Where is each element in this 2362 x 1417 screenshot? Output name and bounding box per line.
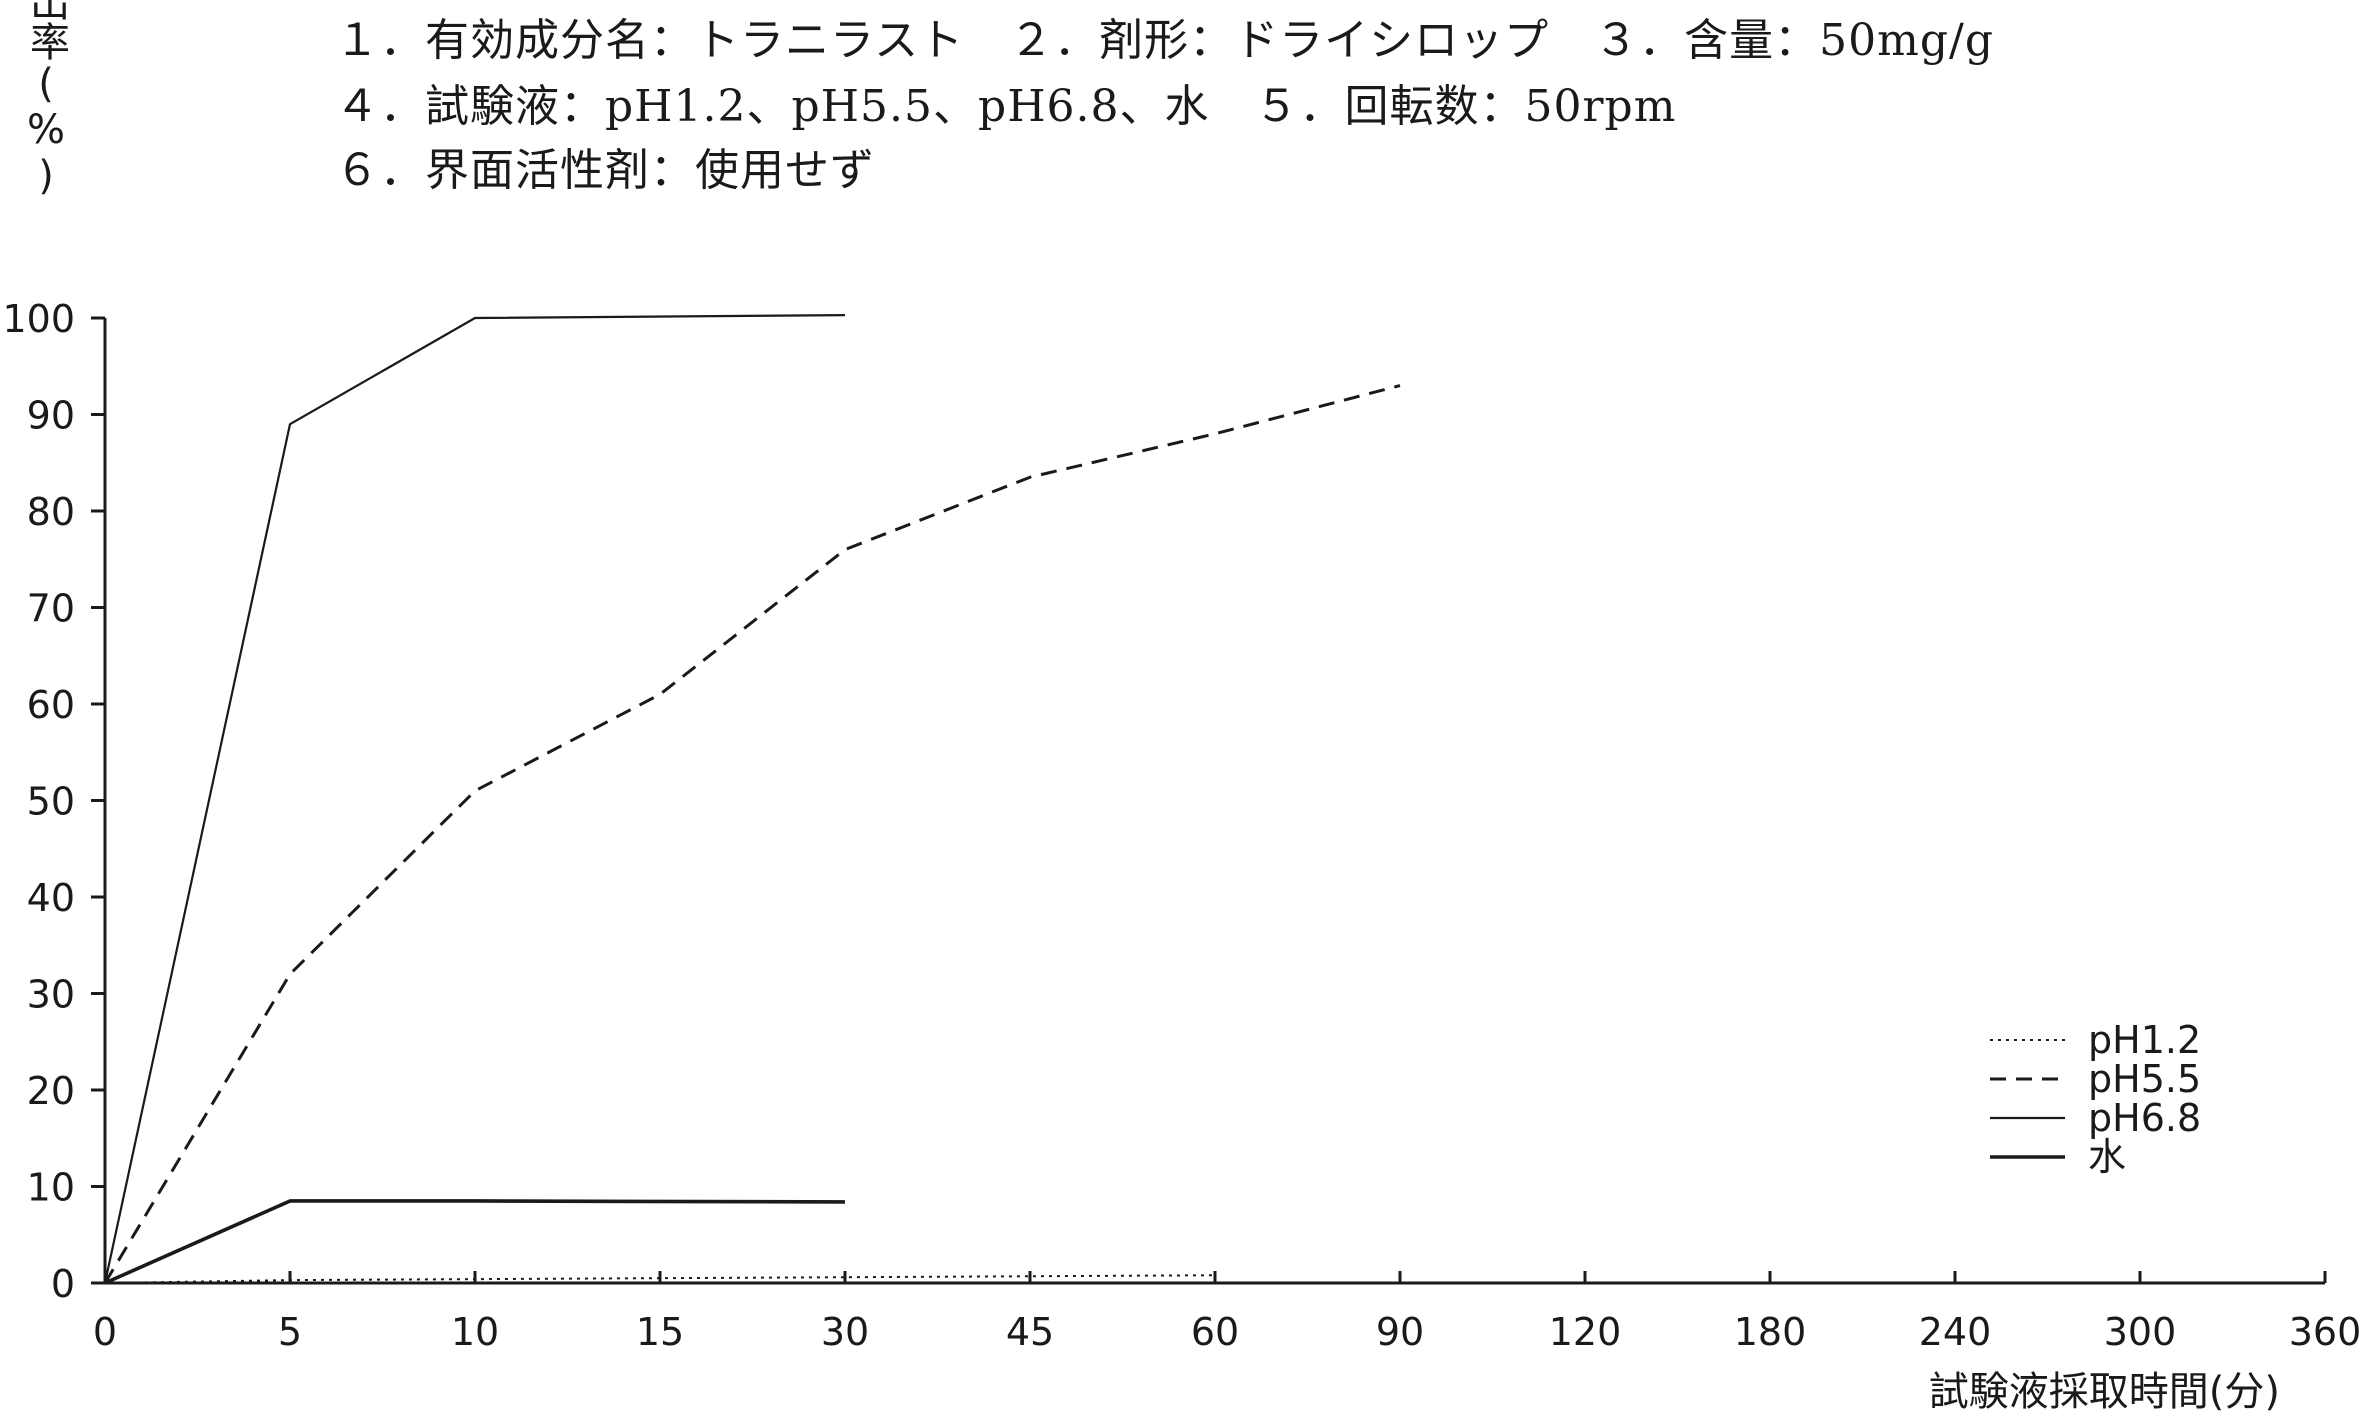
x-tick-label-0: 0 [93, 1310, 117, 1354]
condition-line-1: １．有効成分名：トラニラスト ２．剤形：ドライシロップ ３．含量：50mg/g [335, 15, 1994, 66]
x-tick-label-10: 10 [451, 1310, 499, 1354]
series-line-3 [104, 1199, 846, 1285]
axis-titles: 試験液採取時間(分) 溶出率(%) [23, 0, 2280, 1415]
y-tick-label-60: 60 [27, 683, 75, 727]
series-line-1 [103, 384, 1401, 1284]
y-tick-label-0: 0 [51, 1262, 75, 1306]
x-axis-title: 試験液採取時間(分) [1929, 1369, 2280, 1415]
series-line-2 [103, 314, 846, 1284]
x-tick-label-45: 45 [1006, 1310, 1054, 1354]
x-tick-label-240: 240 [1919, 1310, 1992, 1354]
axes: 0 10 20 30 40 50 60 70 80 90 100 0 5 10 15 30 45 60 90 120 1… [2, 297, 2361, 1354]
condition-line-2: ４．試験液：pH1.2、pH5.5、pH6.8、水 ５．回転数：50rpm [335, 81, 1677, 132]
x-tick-label-120: 120 [1549, 1310, 1622, 1354]
y-tick-label-90: 90 [27, 394, 75, 438]
y-tick-label-20: 20 [27, 1069, 75, 1113]
legend-label-0: pH1.2 [2088, 1018, 2201, 1062]
legend-label-2: pH6.8 [2088, 1096, 2201, 1140]
series-line-0 [104, 1274, 1216, 1284]
y-tick-label-70: 70 [27, 587, 75, 631]
legend-label-3: 水 [2088, 1135, 2126, 1179]
y-tick-label-10: 10 [27, 1166, 75, 1210]
y-tick-label-100: 100 [2, 297, 75, 341]
x-tick-label-15: 15 [636, 1310, 684, 1354]
x-tick-label-360: 360 [2289, 1310, 2362, 1354]
y-tick-label-80: 80 [27, 490, 75, 534]
legend-label-1: pH5.5 [2088, 1057, 2201, 1101]
x-tick-label-180: 180 [1734, 1310, 1807, 1354]
x-tick-label-300: 300 [2104, 1310, 2177, 1354]
x-tick-label-90: 90 [1376, 1310, 1424, 1354]
y-tick-label-30: 30 [27, 973, 75, 1017]
y-tick-label-50: 50 [27, 780, 75, 824]
series-layer [103, 314, 1401, 1285]
x-tick-label-60: 60 [1191, 1310, 1239, 1354]
condition-line-3: ６．界面活性剤：使用せず [335, 145, 875, 196]
x-tick-label-5: 5 [278, 1310, 302, 1354]
x-tick-label-30: 30 [821, 1310, 869, 1354]
y-axis-title: 溶出率(%) [23, 0, 69, 199]
y-tick-label-40: 40 [27, 876, 75, 920]
